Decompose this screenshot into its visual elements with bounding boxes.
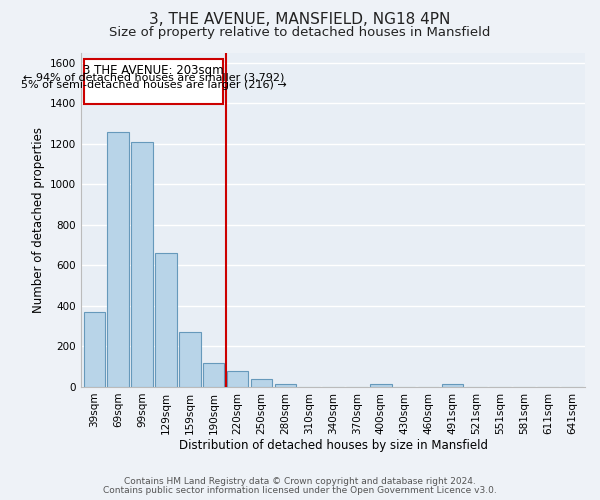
Bar bbox=[179, 332, 200, 387]
Bar bbox=[83, 312, 105, 387]
Bar bbox=[370, 384, 392, 387]
Bar bbox=[203, 362, 224, 387]
Text: ← 94% of detached houses are smaller (3,792): ← 94% of detached houses are smaller (3,… bbox=[23, 72, 284, 83]
FancyBboxPatch shape bbox=[83, 58, 223, 104]
Bar bbox=[155, 253, 177, 387]
Text: 3 THE AVENUE: 203sqm: 3 THE AVENUE: 203sqm bbox=[83, 64, 224, 78]
Bar bbox=[131, 142, 153, 387]
Bar bbox=[275, 384, 296, 387]
Bar bbox=[251, 379, 272, 387]
Text: Contains HM Land Registry data © Crown copyright and database right 2024.: Contains HM Land Registry data © Crown c… bbox=[124, 477, 476, 486]
Y-axis label: Number of detached properties: Number of detached properties bbox=[32, 126, 44, 312]
Text: Size of property relative to detached houses in Mansfield: Size of property relative to detached ho… bbox=[109, 26, 491, 39]
Text: 5% of semi-detached houses are larger (216) →: 5% of semi-detached houses are larger (2… bbox=[20, 80, 286, 90]
Bar bbox=[227, 370, 248, 387]
Text: Contains public sector information licensed under the Open Government Licence v3: Contains public sector information licen… bbox=[103, 486, 497, 495]
Bar bbox=[107, 132, 129, 387]
Text: 3, THE AVENUE, MANSFIELD, NG18 4PN: 3, THE AVENUE, MANSFIELD, NG18 4PN bbox=[149, 12, 451, 28]
Bar bbox=[442, 384, 463, 387]
X-axis label: Distribution of detached houses by size in Mansfield: Distribution of detached houses by size … bbox=[179, 440, 488, 452]
